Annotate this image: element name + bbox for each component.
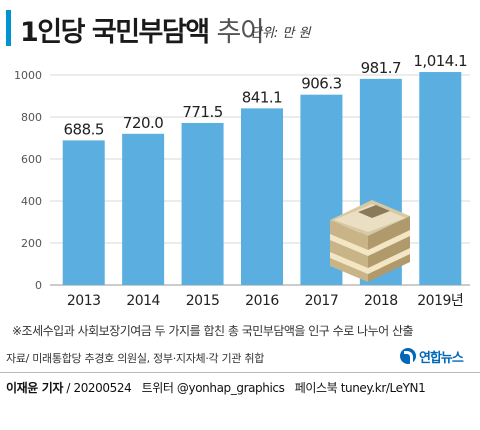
bar-value-label: 841.1	[242, 88, 282, 106]
bar	[419, 72, 462, 285]
yonhap-logo: 연합뉴스	[400, 346, 464, 366]
chart-title-suffix: 추이	[216, 17, 264, 48]
bar-value-label: 1,014.1	[413, 52, 467, 70]
bar-value-label: 688.5	[63, 120, 103, 138]
footer-author: 이재윤 기자	[6, 381, 63, 395]
y-tick-label: 0	[35, 279, 42, 292]
bar-chart: 0 200 400 600 800 1000 688.5 2013 720.0 2014 771.…	[14, 52, 470, 309]
footer-facebook: 페이스북 tuney.kr/LeYN1	[294, 381, 426, 395]
bar-value-label: 771.5	[182, 103, 222, 121]
y-tick-label: 200	[21, 237, 42, 250]
x-tick-label: 2018	[364, 293, 398, 309]
footer-text: 이재윤 기자 / 20200524 트위터 @yonhap_graphics 페…	[6, 379, 426, 396]
bar-value-label: 720.0	[123, 114, 163, 132]
footer-date: / 20200524	[66, 381, 132, 395]
footnote: ※조세수입과 사회보장기여금 두 가지를 합친 총 국민부담액을 인구 수로 나…	[12, 324, 414, 338]
yonhap-logo-icon	[400, 348, 416, 364]
y-axis: 0 200 400 600 800 1000	[14, 69, 42, 292]
y-tick-label: 1000	[14, 69, 42, 82]
source-text: 자료/ 미래통합당 추경호 의원실, 정부·지자체·각 기관 취합	[6, 352, 265, 365]
bar-value-label: 981.7	[361, 59, 401, 77]
money-stack-illustration	[330, 200, 410, 282]
footer: 이재윤 기자 / 20200524 트위터 @yonhap_graphics 페…	[0, 372, 480, 397]
title-accent-bar	[6, 10, 11, 46]
chart-title-main: 1인당 국민부담액	[20, 17, 210, 48]
x-tick-label: 2019년	[417, 293, 463, 309]
unit-label: 단위: 만 원	[250, 26, 311, 41]
footer-twitter: 트위터 @yonhap_graphics	[141, 381, 285, 395]
bar-value-label: 906.3	[301, 75, 341, 93]
x-tick-label: 2017	[305, 293, 339, 309]
x-tick-label: 2013	[67, 293, 101, 309]
bar	[181, 122, 224, 285]
y-tick-label: 600	[21, 153, 42, 166]
bar	[62, 140, 105, 285]
x-tick-label: 2014	[126, 293, 160, 309]
title-block: 1인당 국민부담액 추이 단위: 만 원	[6, 6, 476, 50]
y-tick-label: 400	[21, 195, 42, 208]
yonhap-logo-text: 연합뉴스	[419, 350, 464, 366]
chart-title: 1인당 국민부담액 추이	[20, 10, 265, 49]
x-tick-label: 2015	[186, 293, 220, 309]
y-tick-label: 800	[21, 111, 42, 124]
bar	[122, 133, 165, 285]
x-tick-label: 2016	[245, 293, 279, 309]
bars: 688.5 2013 720.0 2014 771.5 2015 841.1 2016 906.…	[62, 52, 468, 309]
bar	[241, 108, 283, 285]
